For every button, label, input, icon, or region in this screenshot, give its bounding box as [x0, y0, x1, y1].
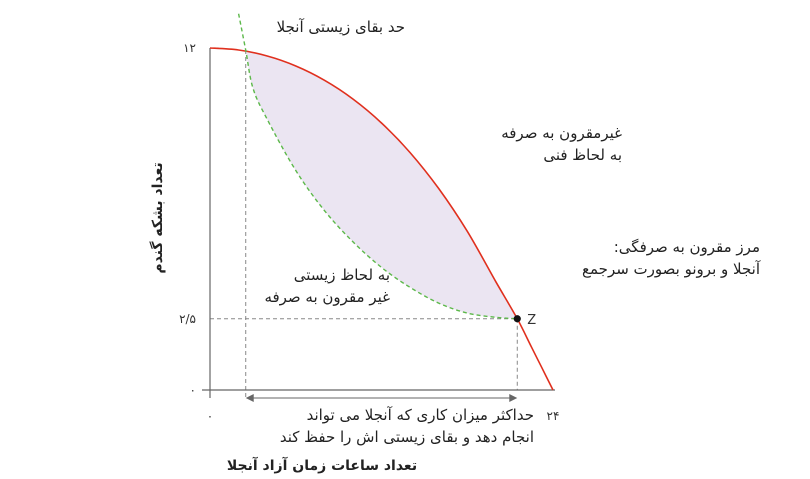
y-tick-label: ۲/۵ [179, 312, 196, 326]
annotation-line: غیر مقرون به صرفه [264, 288, 390, 306]
annotation-biologically-infeasible: به لحاظ زیستی غیر مقرون به صرفه [264, 264, 390, 308]
annotation-line: انجام دهد و بقای زیستی اش را حفظ کند [279, 428, 534, 446]
series-survival-limit-line [237, 13, 518, 320]
annotation-line: غیرمقرون به صرفه [501, 124, 622, 142]
y-axis-label: تعداد بشکه گندم [149, 162, 166, 273]
x-tick-label: ۲۴ [547, 409, 560, 423]
y-tick-label: ۱۲ [183, 41, 196, 55]
annotation-line: به لحاظ فنی [543, 146, 622, 164]
tick-labels: ۰ ۲/۵ ۱۲ ۰ ۲۴ [179, 41, 559, 423]
max-work-arrow-right-head [509, 394, 518, 402]
series-frontier-line [209, 47, 554, 391]
x-axis-label: تعداد ساعات زمان آزاد آنجلا [227, 456, 417, 474]
point-z-marker [513, 315, 521, 323]
annotation-max-work: حداکثر میزان کاری که آنجلا می تواند انجا… [280, 404, 534, 448]
annotation-line: حد بقای زیستی آنجلا [276, 18, 405, 36]
x-tick-label: ۰ [207, 409, 213, 423]
y-tick-label: ۰ [190, 383, 196, 397]
annotation-line: به لحاظ زیستی [293, 266, 390, 284]
annotation-line: حداکثر میزان کاری که آنجلا می تواند [306, 406, 534, 424]
point-z-label: Z [527, 313, 536, 328]
guide-lines [210, 47, 518, 402]
annotation-frontier: مرز مقرون به صرفگی: آنجلا و برونو بصورت … [582, 236, 760, 280]
annotation-line: آنجلا و برونو بصورت سرجمع [582, 260, 760, 278]
axes [202, 48, 555, 398]
max-work-arrow-left-head [245, 394, 254, 402]
annotation-technically-infeasible: غیرمقرون به صرفه به لحاظ فنی [501, 122, 622, 166]
annotation-line: مرز مقرون به صرفگی: [613, 238, 760, 256]
feasible-region [245, 50, 518, 319]
annotation-survival-limit: حد بقای زیستی آنجلا [277, 16, 405, 38]
